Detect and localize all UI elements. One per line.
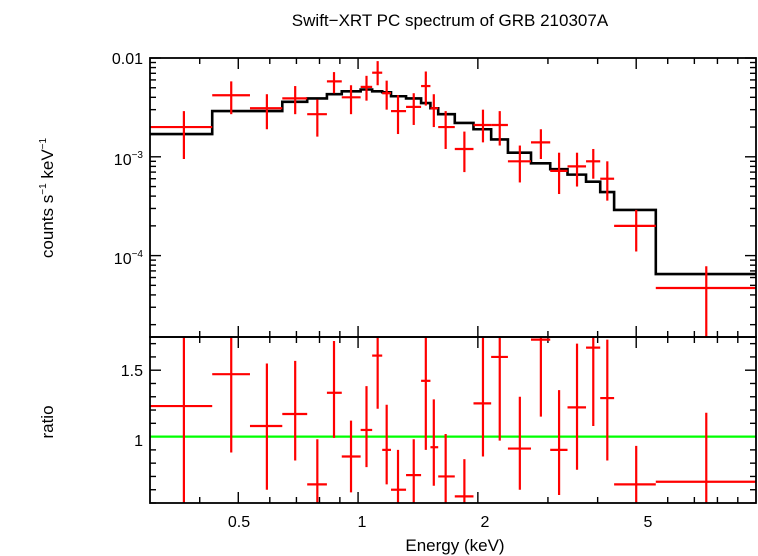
ratio-point-6 [341,420,361,493]
spectrum-point-3 [282,86,308,115]
ratio-point-4 [307,439,327,503]
xtick-label-1: 1 [358,514,367,531]
xtick-label-0.5: 0.5 [228,514,250,531]
ytick-label-1.5: 1.5 [121,363,143,380]
spectrum-point-9 [382,80,392,110]
ytick-label-1e-4: 10−4 [114,249,144,268]
top-axis-ticks [150,57,756,337]
spectrum-point-12 [421,71,431,106]
ytick-label-1e-3: 10−3 [114,150,144,169]
ratio-point-12 [421,337,431,450]
bottom-panel-frame [149,336,757,504]
ratio-point-13 [430,399,439,486]
ratio-point-0 [150,337,213,503]
ratio-point-19 [530,337,551,417]
ratio-point-20 [550,390,568,496]
spectrum-point-18 [507,145,531,183]
ratio-point-24 [614,445,656,503]
spectrum-point-17 [491,111,508,146]
spectrum-point-1 [212,81,250,115]
model-step-path [150,88,756,276]
spectrum-point-14 [438,111,455,149]
spectrum-point-25 [655,266,756,337]
spectrum-point-11 [406,93,422,125]
spectrum-point-10 [391,95,407,135]
spectrum-point-15 [454,131,474,173]
ratio-point-16 [473,337,492,457]
ytick-label-1: 1 [134,433,143,450]
ratio-point-18 [507,396,531,490]
ratio-point-25 [655,412,756,503]
spectrum-point-20 [550,152,568,195]
spectrum-point-7 [360,75,373,101]
spectrum-point-19 [530,129,551,160]
xtick-label-5: 5 [644,514,653,531]
ratio-point-7 [360,386,373,468]
spectrum-point-6 [341,85,361,115]
spectrum-point-13 [430,94,439,128]
ratio-point-10 [391,449,407,503]
ratio-point-14 [438,433,455,503]
ratio-point-8 [372,337,383,409]
xtick-label-2: 2 [481,514,490,531]
ratio-point-15 [454,459,474,503]
spectrum-point-0 [150,111,213,160]
ratio-point-21 [567,343,587,470]
model-step-line [150,88,756,276]
ratio-point-9 [382,404,392,485]
ratio-point-11 [406,439,422,503]
ratio-point-3 [282,360,308,461]
chart-title: Swift−XRT PC spectrum of GRB 210307A [292,11,609,30]
ratio-point-2 [249,363,283,490]
ratio-point-1 [212,337,250,453]
ratio-point-22 [586,337,601,426]
top-ylabel: counts s−1 keV−1 [38,137,57,258]
spectrum-data-points [150,61,756,337]
ratio-point-17 [491,337,508,441]
ratio-data-points [150,337,756,503]
xlabel: Energy (keV) [405,536,504,555]
spectrum-point-2 [249,94,283,130]
spectrum-point-23 [600,161,615,201]
bottom-ylabel: ratio [38,405,57,438]
ratio-point-23 [600,339,615,461]
spectrum-point-4 [307,99,327,137]
ratio-point-5 [326,340,342,438]
spectrum-point-22 [586,148,601,179]
spectrum-point-21 [567,152,587,187]
ytick-label-0.01: 0.01 [112,51,143,68]
spectrum-point-5 [326,72,342,94]
spectrum-point-8 [372,61,383,86]
spectrum-point-16 [473,109,492,143]
spectrum-point-24 [614,209,656,252]
